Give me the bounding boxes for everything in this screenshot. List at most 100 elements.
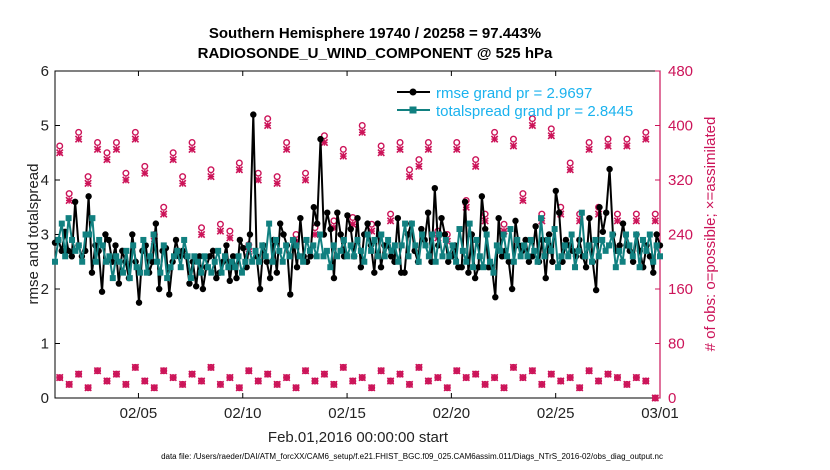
totalspread-point (225, 264, 232, 271)
totalspread-point (85, 231, 92, 238)
rmse-point (65, 247, 72, 255)
y-axis-right-label: # of obs: o=possible; ×=assimilated (702, 117, 719, 352)
obs-assimilated-marker (112, 370, 121, 378)
obs-assimilated-marker (339, 152, 348, 160)
rmse-point (629, 258, 637, 265)
obs-assimilated-marker (103, 155, 111, 164)
legend: rmse grand pr = 2.9697 totalspread grand… (397, 85, 633, 120)
rmse-point (424, 209, 432, 216)
rmse-point (606, 165, 613, 173)
y-right-tick-label: 80 (668, 336, 685, 353)
obs-possible-marker (198, 224, 206, 232)
x-tick-label: 03/01 (641, 405, 679, 422)
rmse-point (418, 225, 425, 233)
totalspread-point (527, 236, 534, 243)
totalspread-point (585, 242, 592, 249)
obs-assimilated-marker (273, 380, 281, 389)
totalspread-point (109, 275, 116, 282)
obs-assimilated-marker (93, 366, 102, 375)
totalspread-point (412, 242, 419, 249)
totalspread-point (58, 220, 65, 227)
rmse-point (542, 274, 549, 282)
obs-assimilated-marker (226, 234, 234, 242)
obs-assimilated-marker (84, 179, 92, 188)
totalspread-point (72, 247, 79, 254)
totalspread-point (442, 236, 449, 243)
rmse-point (562, 236, 570, 244)
totalspread-point (575, 247, 582, 254)
totalspread-point (466, 220, 473, 227)
totalspread-point (317, 231, 324, 238)
totalspread-point (606, 242, 613, 249)
rmse-point (206, 253, 213, 260)
totalspread-point (96, 236, 103, 243)
obs-assimilated-marker (131, 363, 140, 372)
x-axis-label: Feb.01,2016 00:00:00 start (268, 429, 449, 446)
obs-assimilated-marker (254, 377, 263, 385)
totalspread-point (198, 269, 205, 276)
rmse-point (98, 288, 106, 295)
totalspread-point (266, 220, 273, 227)
obs-assimilated-marker (358, 128, 366, 137)
rmse-point (458, 264, 465, 271)
obs-assimilated-marker (188, 145, 196, 154)
obs-assimilated-marker (112, 145, 121, 154)
totalspread-point (650, 258, 657, 265)
totalspread-point (52, 258, 58, 265)
totalspread-point (425, 253, 432, 260)
rmse-point (461, 198, 469, 205)
totalspread-point (578, 209, 585, 216)
y-left-tick-label: 1 (41, 336, 49, 353)
totalspread-point (184, 253, 191, 260)
obs-possible-marker (112, 139, 120, 147)
rmse-point (586, 214, 593, 222)
totalspread-point (419, 231, 426, 238)
obs-assimilated-marker (538, 380, 546, 389)
rmse-point (229, 253, 237, 260)
rmse-point (603, 209, 610, 216)
totalspread-point (334, 253, 341, 260)
totalspread-point (470, 264, 477, 271)
totalspread-point (82, 231, 89, 238)
rmse-point (616, 242, 623, 249)
totalspread-point (558, 253, 565, 260)
totalspread-point (473, 236, 480, 243)
chart-title-line1: Southern Hemisphere 19740 / 20258 = 97.4… (209, 25, 541, 42)
rmse-point (374, 220, 381, 227)
obs-assimilated-marker (377, 366, 385, 375)
footnote: data file: /Users/raeder/DAI/ATM_forcXX/… (161, 452, 663, 461)
rmse-point (313, 220, 321, 227)
obs-possible-marker (604, 135, 612, 143)
obs-possible-marker (84, 173, 92, 181)
totalspread-point (259, 242, 266, 249)
obs-possible-marker (75, 128, 83, 136)
obs-assimilated-marker (415, 363, 423, 372)
obs-assimilated-marker (282, 373, 291, 382)
totalspread-point (629, 253, 636, 260)
totalspread-point (310, 242, 317, 249)
totalspread-point (147, 253, 154, 260)
obs-possible-marker (651, 210, 659, 218)
obs-assimilated-marker (282, 145, 291, 154)
rmse-point (263, 258, 270, 265)
rmse-point (552, 187, 560, 195)
legend-totalspread-label: totalspread grand pr = 2.8445 (436, 103, 633, 120)
y-left-tick-label: 0 (41, 390, 49, 407)
rmse-point (438, 214, 445, 222)
totalspread-point (357, 247, 364, 254)
obs-possible-marker (302, 169, 310, 177)
rmse-point (196, 253, 203, 260)
totalspread-point (490, 269, 497, 276)
y-right-tick-label: 400 (668, 118, 693, 135)
rmse-point (273, 269, 281, 276)
rmse-point (498, 253, 506, 260)
rmse-point (192, 283, 200, 290)
totalspread-point (551, 226, 558, 233)
obs-assimilated-marker (188, 370, 196, 378)
obs-assimilated-marker (74, 135, 83, 143)
x-tick-label: 02/15 (328, 405, 366, 422)
totalspread-point (126, 275, 133, 282)
totalspread-point (463, 258, 470, 265)
totalspread-point (643, 247, 650, 254)
obs-assimilated-marker (197, 230, 206, 239)
